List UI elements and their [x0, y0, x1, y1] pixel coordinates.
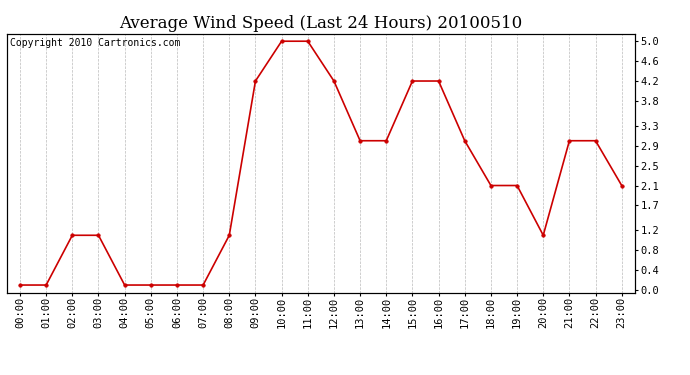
Title: Average Wind Speed (Last 24 Hours) 20100510: Average Wind Speed (Last 24 Hours) 20100…: [119, 15, 522, 32]
Text: Copyright 2010 Cartronics.com: Copyright 2010 Cartronics.com: [10, 38, 180, 48]
